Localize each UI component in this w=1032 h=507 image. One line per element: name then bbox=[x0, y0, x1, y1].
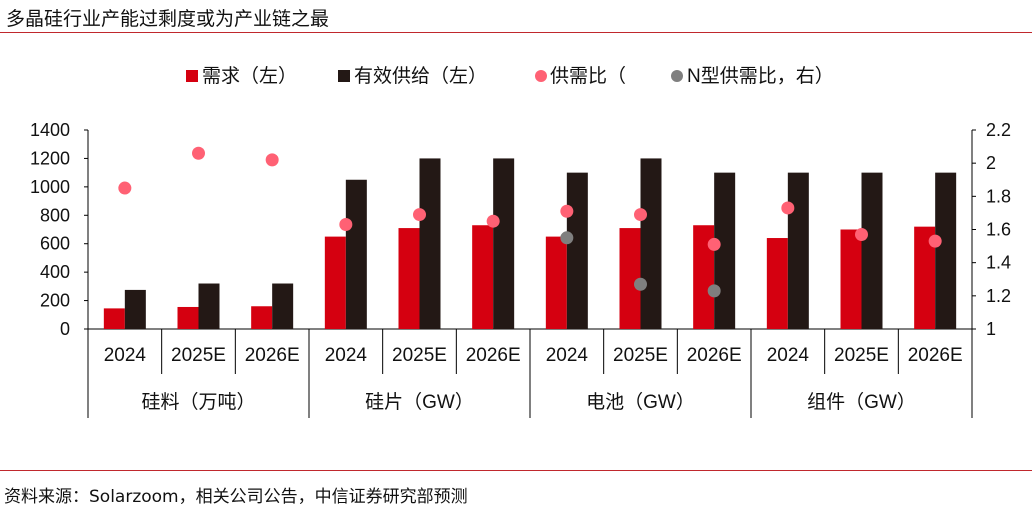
right-tick-label: 1.4 bbox=[986, 253, 1011, 273]
group-label: 电池（GW） bbox=[586, 391, 695, 413]
legend-ratio-label: 供需比（ bbox=[550, 65, 626, 87]
supply-bar bbox=[198, 283, 220, 329]
group-label: 硅片（GW） bbox=[365, 391, 474, 413]
left-tick-label: 1200 bbox=[30, 148, 70, 168]
right-tick-label: 1.6 bbox=[986, 220, 1011, 240]
demand-bar bbox=[545, 236, 567, 329]
supply-bar bbox=[714, 172, 736, 329]
legend-ntype-label: N型供需比，右） bbox=[687, 65, 834, 87]
ratio-point bbox=[781, 201, 795, 215]
right-tick-label: 1 bbox=[986, 319, 996, 339]
ratio-point bbox=[339, 218, 353, 232]
left-tick-label: 1400 bbox=[30, 120, 70, 140]
chart-svg: 0 200 400 600 800 1000 1200 1400 1 1.2 1.4 1.6 1.8 2 2… bbox=[30, 65, 1011, 418]
category-label: 2025E bbox=[171, 345, 226, 366]
legend-ratio-marker bbox=[535, 70, 547, 82]
legend-ntype-marker bbox=[671, 70, 683, 82]
ratio-point bbox=[192, 146, 205, 160]
demand-bar bbox=[103, 308, 125, 329]
supply-bar bbox=[787, 172, 809, 329]
figure-title: 多晶硅行业产能过剩度或为产业链之最 bbox=[6, 8, 330, 30]
category-label: 2026E bbox=[908, 345, 963, 366]
demand-bar bbox=[619, 228, 641, 329]
ratio-point bbox=[634, 208, 647, 222]
demand-bar bbox=[914, 226, 936, 329]
ntype-ratio-point bbox=[707, 284, 721, 298]
source-divider bbox=[0, 470, 1032, 471]
ratio-point bbox=[486, 214, 500, 228]
left-tick-label: 800 bbox=[40, 205, 70, 225]
ratio-point bbox=[855, 227, 868, 241]
left-tick-label: 200 bbox=[40, 291, 70, 311]
left-tick-label: 400 bbox=[40, 262, 70, 282]
ratio-point bbox=[413, 208, 426, 222]
group-label: 硅料（万吨） bbox=[141, 391, 255, 413]
demand-bar bbox=[324, 236, 346, 329]
ratio-point bbox=[118, 181, 132, 195]
supply-bar bbox=[566, 172, 588, 329]
ratio-point bbox=[707, 237, 721, 251]
right-tick-label: 1.8 bbox=[986, 186, 1011, 206]
right-tick-label: 2.2 bbox=[986, 120, 1011, 140]
supply-bar bbox=[124, 289, 146, 329]
left-tick-label: 600 bbox=[40, 234, 70, 254]
category-label: 2026E bbox=[466, 345, 521, 366]
category-label: 2026E bbox=[245, 345, 300, 366]
supply-bar bbox=[419, 158, 441, 329]
category-label: 2024 bbox=[546, 345, 589, 366]
supply-bar bbox=[935, 172, 957, 329]
supply-bar bbox=[345, 179, 367, 329]
source-note: 资料来源：Solarzoom，相关公司公告，中信证券研究部预测 bbox=[4, 487, 468, 507]
demand-bar bbox=[251, 306, 273, 329]
ratio-point bbox=[265, 153, 279, 167]
category-label: 2025E bbox=[834, 345, 889, 366]
left-tick-label: 1000 bbox=[30, 177, 70, 197]
category-label: 2025E bbox=[613, 345, 668, 366]
legend-demand-label: 需求（左） bbox=[202, 65, 297, 87]
supply-bar bbox=[272, 283, 294, 329]
category-label: 2024 bbox=[104, 345, 147, 366]
right-tick-label: 2 bbox=[986, 153, 996, 173]
category-label: 2024 bbox=[325, 345, 368, 366]
supply-bar bbox=[861, 172, 883, 329]
demand-bar bbox=[840, 229, 862, 329]
category-label: 2024 bbox=[767, 345, 810, 366]
demand-bar bbox=[177, 306, 199, 329]
ratio-point bbox=[928, 234, 942, 248]
left-tick-label: 0 bbox=[60, 319, 70, 339]
demand-bar bbox=[472, 225, 494, 329]
supply-bar bbox=[493, 158, 515, 329]
ntype-ratio-point bbox=[634, 277, 647, 291]
demand-bar bbox=[693, 225, 715, 329]
title-divider bbox=[0, 32, 1032, 33]
ntype-ratio-point bbox=[560, 231, 574, 245]
supply-bar bbox=[640, 158, 662, 329]
demand-bar bbox=[766, 238, 788, 329]
category-label: 2026E bbox=[687, 345, 742, 366]
category-label: 2025E bbox=[392, 345, 447, 366]
legend-supply-swatch bbox=[338, 70, 350, 82]
right-tick-label: 1.2 bbox=[986, 286, 1011, 306]
demand-bar bbox=[398, 228, 420, 329]
group-label: 组件（GW） bbox=[807, 391, 916, 413]
legend-demand-swatch bbox=[186, 70, 198, 82]
ratio-point bbox=[560, 204, 574, 218]
legend-supply-label: 有效供给（左） bbox=[354, 65, 487, 87]
